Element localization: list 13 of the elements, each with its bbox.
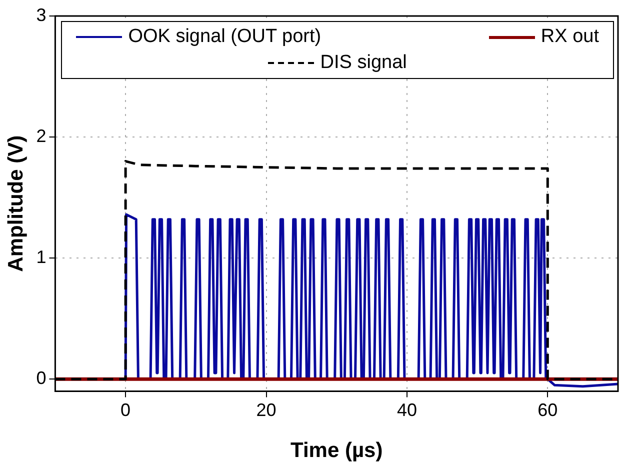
legend-label: OOK signal (OUT port) — [128, 26, 322, 48]
x-tick-label: 0 — [120, 400, 131, 420]
legend-label: DIS signal — [320, 52, 407, 74]
y-tick-label: 2 — [36, 126, 46, 146]
y-tick-label: 3 — [36, 4, 46, 25]
y-tick-label: 0 — [36, 368, 46, 388]
x-axis-title: Time (µs) — [290, 439, 383, 462]
x-tick-label: 20 — [256, 400, 276, 420]
y-axis-title: Amplitude (V) — [4, 135, 28, 272]
legend-label: RX out — [540, 26, 599, 48]
x-tick-label: 60 — [538, 400, 558, 420]
y-tick-label: 1 — [36, 247, 46, 268]
x-tick-label: 40 — [396, 400, 417, 420]
